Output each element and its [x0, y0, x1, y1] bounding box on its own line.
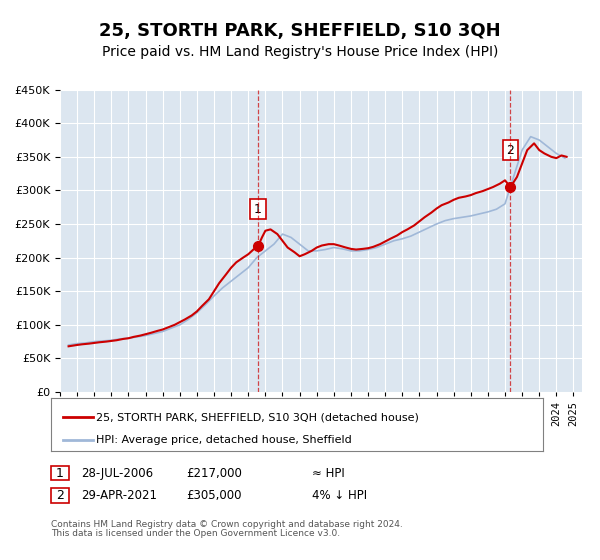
Text: £305,000: £305,000 — [186, 489, 241, 502]
Text: 4% ↓ HPI: 4% ↓ HPI — [312, 489, 367, 502]
Text: 25, STORTH PARK, SHEFFIELD, S10 3QH (detached house): 25, STORTH PARK, SHEFFIELD, S10 3QH (det… — [96, 412, 419, 422]
Text: 28-JUL-2006: 28-JUL-2006 — [81, 466, 153, 480]
Text: 29-APR-2021: 29-APR-2021 — [81, 489, 157, 502]
Text: £217,000: £217,000 — [186, 466, 242, 480]
Text: 1: 1 — [56, 466, 64, 480]
Text: 25, STORTH PARK, SHEFFIELD, S10 3QH: 25, STORTH PARK, SHEFFIELD, S10 3QH — [99, 22, 501, 40]
Text: This data is licensed under the Open Government Licence v3.0.: This data is licensed under the Open Gov… — [51, 529, 340, 538]
Text: ≈ HPI: ≈ HPI — [312, 466, 345, 480]
Text: Price paid vs. HM Land Registry's House Price Index (HPI): Price paid vs. HM Land Registry's House … — [102, 45, 498, 59]
Text: 1: 1 — [254, 203, 262, 216]
Text: Contains HM Land Registry data © Crown copyright and database right 2024.: Contains HM Land Registry data © Crown c… — [51, 520, 403, 529]
Text: 2: 2 — [56, 489, 64, 502]
Text: HPI: Average price, detached house, Sheffield: HPI: Average price, detached house, Shef… — [96, 435, 352, 445]
Text: 2: 2 — [506, 143, 514, 157]
